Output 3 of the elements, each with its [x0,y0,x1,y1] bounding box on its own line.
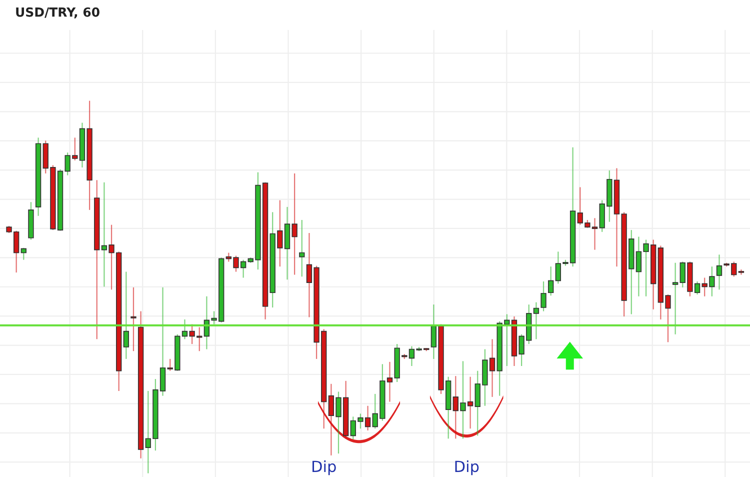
annotation: Dip [312,460,336,476]
chart-title: USD/TRY, 60 [16,7,100,18]
annotation: Dip [455,460,479,476]
